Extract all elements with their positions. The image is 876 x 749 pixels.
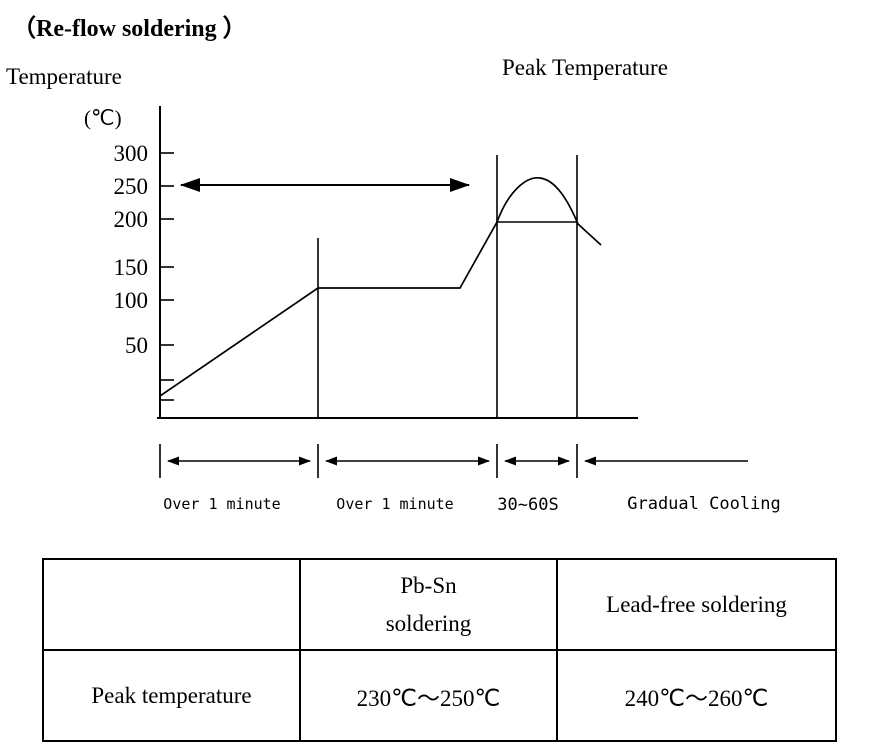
y-axis-ticks [160,152,174,401]
y-tick-50: 50 [125,333,148,358]
row-label-peak-temperature: Peak temperature [42,649,301,742]
cell-pbsn-peak-range: 230℃～250℃ [299,649,558,742]
peak-temperature-annotation: Peak Temperature [502,55,668,80]
table-header-pbsn: Pb-Sn soldering [299,558,558,651]
y-axis-unit-label: (℃) [84,106,122,130]
segment-label-soak: Over 1 minute [336,495,453,513]
temperature-profile-curve [159,177,602,397]
table-row: Peak temperature 230℃～250℃ 240℃～260℃ [42,649,837,742]
segment-label-preheat: Over 1 minute [163,495,280,513]
y-tick-150: 150 [114,255,149,280]
reflow-profile-chart: Temperature (℃) Peak Temperature 300 250… [6,55,781,515]
segment-label-cooling: Gradual Cooling [627,494,781,514]
y-tick-100: 100 [114,288,149,313]
peak-temperature-table: Pb-Sn soldering Lead-free soldering Peak… [42,558,837,742]
axes [157,106,638,419]
cell-leadfree-peak-range: 240℃～260℃ [556,649,837,742]
time-segment-boundaries [159,444,578,478]
reference-lines [317,155,578,418]
y-tick-250: 250 [114,174,149,199]
y-tick-200: 200 [114,207,149,232]
segment-label-reflow: 30~60S [497,495,558,515]
page-title: （Re-flow soldering ） [12,16,247,42]
y-axis-tick-labels: 300 250 200 150 100 50 [114,141,149,358]
table-header-leadfree: Lead-free soldering [556,558,837,651]
table-header-empty [42,558,301,651]
time-segment-labels: Over 1 minute Over 1 minute 30~60S Gradu… [163,494,780,515]
y-axis-title: Temperature [6,64,122,89]
table-header-row: Pb-Sn soldering Lead-free soldering [42,558,837,651]
y-tick-300: 300 [114,141,149,166]
